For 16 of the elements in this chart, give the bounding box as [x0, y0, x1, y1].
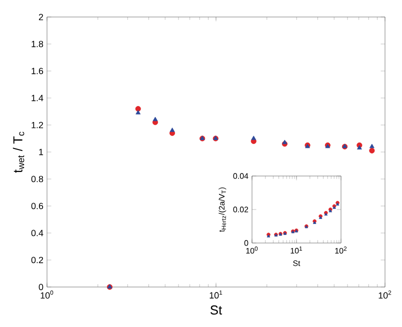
y-tick-label: 1.6	[32, 68, 44, 74]
y-tick-label: 0.8	[31, 176, 44, 182]
y-tick-label: 0.4	[31, 230, 44, 236]
x-tick-label: 10$^{2}$	[378, 290, 392, 299]
x-tick-label: 10$^{1}$	[210, 290, 222, 299]
y-tick-label: 1.2	[32, 122, 44, 128]
y-tick-label: 1.8	[32, 40, 44, 48]
y-tick-label: 1	[39, 148, 44, 156]
x-tick-label: 10$^{0}$	[40, 290, 54, 299]
y-tick-label: 2	[38, 14, 44, 20]
y-tick-label: 0.2	[31, 256, 44, 264]
y-tick-label: 1.4	[32, 94, 44, 102]
y-tick-label: 0	[38, 284, 44, 290]
y-axis-title: t$_{wet}$ / T$_{c}$	[12, 132, 24, 173]
x-axis-title: St	[210, 305, 222, 315]
y-tick-label: 0.6	[31, 202, 44, 210]
